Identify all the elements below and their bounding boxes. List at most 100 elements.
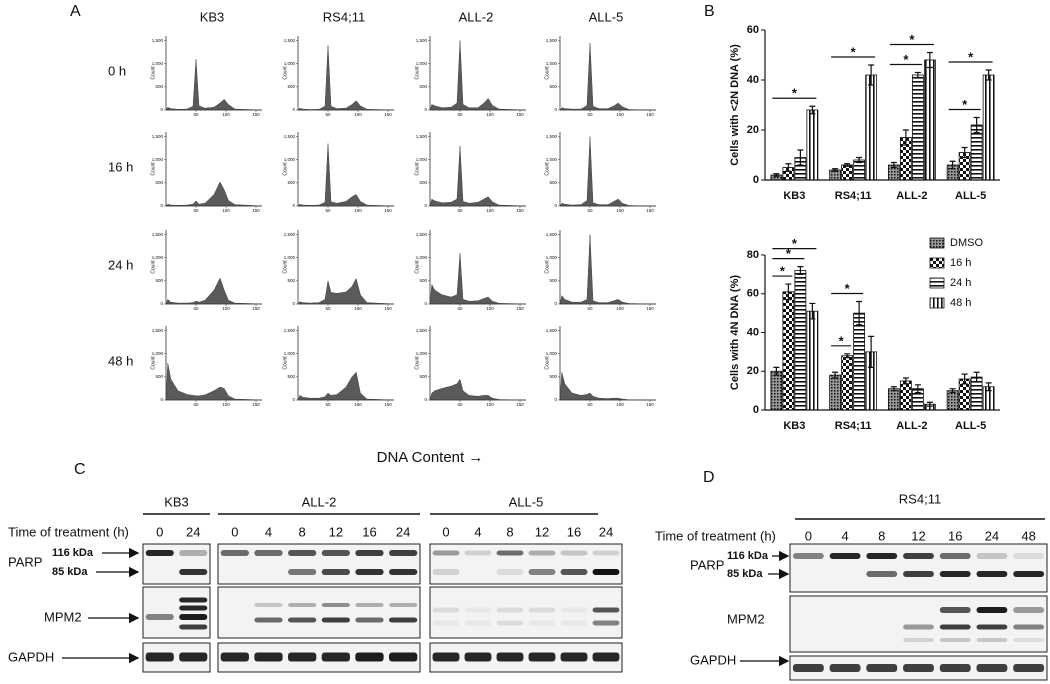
lane-label: 4	[265, 524, 272, 539]
lane-label: 4	[841, 528, 848, 543]
y-tick-label: 0	[554, 301, 557, 306]
x-axis-label: DNA Content →	[377, 449, 484, 466]
significance-label: *	[851, 44, 857, 59]
y-tick-label: 1,500	[546, 38, 558, 43]
x-tick-label: 100	[222, 306, 230, 311]
x-tick-label: 150	[516, 208, 524, 213]
band	[179, 569, 208, 575]
x-tick-label: 150	[384, 112, 392, 117]
y-tick-label: 0	[554, 107, 557, 112]
histogram: Count 0 500 1,000 1,500 50 100 150	[282, 326, 395, 407]
blot-label: MPM2	[44, 609, 82, 624]
band	[220, 652, 249, 662]
error-bar	[785, 283, 792, 301]
histogram: Count 0 500 1,000 1,500 50 100 150	[414, 132, 527, 213]
y-axis-label: Count	[150, 260, 156, 274]
y-tick-label: 500	[155, 374, 163, 379]
y-tick-label: 1,000	[152, 61, 164, 66]
y-tick-label: 1,500	[416, 328, 428, 333]
lane-label: 24	[985, 528, 999, 543]
x-tick-label: KB3	[783, 190, 805, 202]
error-bar	[961, 373, 968, 385]
band	[496, 620, 524, 626]
band	[496, 550, 524, 556]
histogram-area	[165, 277, 263, 305]
y-axis-label: Count	[544, 260, 550, 274]
row-label: 16 h	[108, 159, 133, 174]
significance-label: *	[909, 32, 915, 47]
y-tick-label: 20	[747, 365, 759, 377]
band	[355, 652, 384, 662]
band	[528, 652, 556, 662]
y-tick-label: 0	[424, 203, 427, 208]
band	[389, 652, 418, 662]
bar	[841, 355, 854, 411]
y-axis-label: Count	[414, 356, 420, 370]
band	[560, 652, 588, 662]
histogram: Count 0 500 1,000 1,500 50 100 150	[414, 36, 527, 117]
y-axis-label: Count	[414, 66, 420, 80]
blot-frame	[217, 543, 421, 585]
y-tick-label: 500	[419, 278, 427, 283]
band	[560, 550, 588, 556]
blot-frame	[217, 642, 421, 673]
row-label: 24 h	[108, 257, 133, 272]
y-tick-label: 1,000	[284, 61, 296, 66]
y-tick-label: 1,500	[152, 134, 164, 139]
histogram: Count 0 500 1,000 1,500 50 100 150	[544, 326, 657, 407]
y-tick-label: 0	[160, 203, 163, 208]
y-axis-label: Count	[414, 260, 420, 274]
y-tick-label: 80	[747, 249, 759, 261]
y-tick-label: 1,000	[546, 61, 558, 66]
y-tick-label: 40	[747, 326, 759, 338]
error-bar	[809, 105, 816, 115]
marker-label: 85 kDa	[52, 566, 88, 578]
y-tick-label: 1,000	[416, 255, 428, 260]
histogram: Count 0 500 1,000 1,500 50 100 150	[544, 36, 657, 117]
group-label: KB3	[164, 494, 189, 509]
x-tick-label: 150	[384, 402, 392, 407]
band	[592, 550, 620, 556]
y-tick-label: 500	[287, 84, 295, 89]
x-tick-label: 50	[193, 402, 199, 407]
significance-label: *	[792, 86, 798, 101]
marker-label: 85 kDa	[727, 568, 763, 580]
bar	[982, 74, 995, 181]
band	[432, 550, 460, 556]
y-tick-label: 1,000	[546, 255, 558, 260]
marker-label: 116 kDa	[52, 547, 94, 559]
band	[792, 664, 824, 672]
significance-label: *	[903, 52, 909, 67]
y-tick-label: 0	[292, 107, 295, 112]
y-tick-label: 0	[292, 397, 295, 402]
bar	[806, 310, 819, 411]
significance-label: *	[780, 264, 786, 279]
band	[528, 569, 556, 575]
bar	[865, 74, 878, 181]
lane-label: 12	[329, 524, 343, 539]
histogram-area	[559, 372, 657, 401]
band	[1013, 624, 1045, 630]
histogram: Count 0 500 1,000 1,500 50 100 150	[150, 230, 263, 311]
band	[179, 624, 208, 630]
time-label: Time of treatment (h)	[8, 524, 129, 539]
x-tick-label: 150	[252, 402, 260, 407]
x-tick-label: 150	[252, 306, 260, 311]
y-tick-label: 1,500	[546, 328, 558, 333]
x-tick-label: 150	[516, 306, 524, 311]
band	[389, 569, 418, 575]
lane-label: 12	[535, 524, 549, 539]
bar	[899, 380, 912, 411]
band	[179, 550, 208, 556]
lane-label: 4	[474, 524, 481, 539]
y-tick-label: 500	[155, 180, 163, 185]
x-tick-label: 50	[325, 208, 331, 213]
band	[321, 652, 350, 662]
time-label: Time of treatment (h)	[655, 528, 776, 543]
y-axis-label: Count	[150, 66, 156, 80]
bar	[770, 370, 783, 411]
error-bar	[809, 302, 816, 320]
band	[939, 664, 971, 672]
x-tick-label: 100	[222, 112, 230, 117]
histogram-area	[297, 143, 395, 207]
